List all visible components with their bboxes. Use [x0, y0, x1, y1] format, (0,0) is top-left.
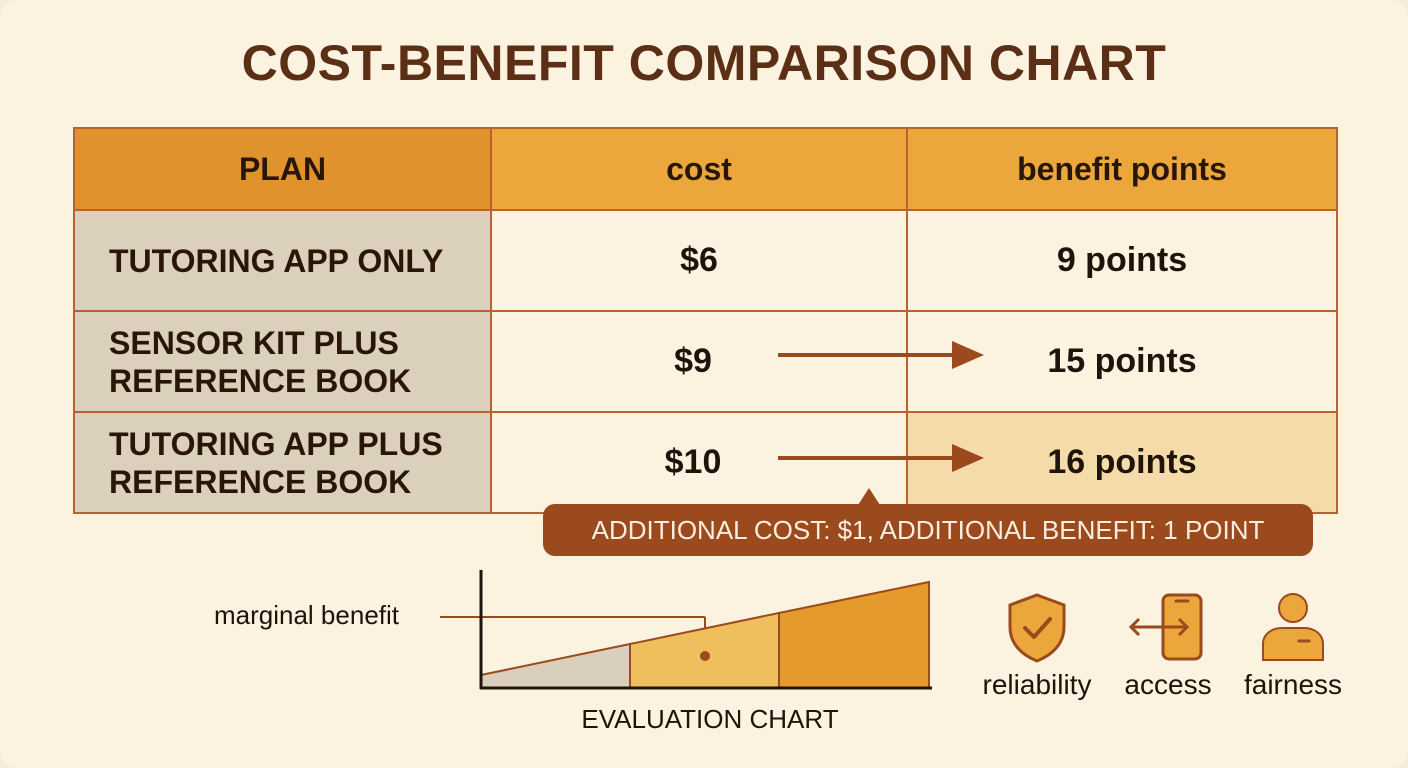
evaluation-chart-title: EVALUATION CHART — [581, 704, 839, 734]
arrow-right-icon — [778, 444, 984, 472]
marginal-callout: ADDITIONAL COST: $1, ADDITIONAL BENEFIT:… — [543, 504, 1313, 556]
icon-label: reliability — [982, 669, 1092, 700]
evaluation-chart — [440, 570, 932, 690]
access-item: access — [1098, 592, 1238, 701]
plan-name-cell: TUTORING APP PLUS REFERENCE BOOK — [73, 411, 492, 514]
plan-name-line: REFERENCE BOOK — [109, 362, 412, 399]
plan-name-line: SENSOR KIT PLUS — [109, 324, 399, 361]
fairness-item: fairness — [1223, 592, 1363, 701]
table-row: SENSOR KIT PLUS REFERENCE BOOK $9 15 poi… — [73, 310, 1338, 413]
chart-segment-high — [778, 580, 930, 689]
icon-label: access — [1124, 669, 1212, 700]
reliability-item: reliability — [967, 592, 1107, 701]
benefit-cell: 9 points — [906, 209, 1338, 312]
plan-name-cell: SENSOR KIT PLUS REFERENCE BOOK — [73, 310, 492, 413]
cost-value: $10 — [664, 443, 722, 481]
plan-name-line: TUTORING APP PLUS — [109, 425, 443, 462]
comparison-table: PLAN cost benefit points TUTORING APP ON… — [73, 127, 1338, 514]
benefit-cell: 15 points — [906, 310, 1338, 413]
plan-name-line: TUTORING APP ONLY — [109, 242, 444, 279]
phone-arrows-icon — [1128, 593, 1203, 661]
shield-check-icon — [1008, 593, 1066, 663]
table-header-row: PLAN cost benefit points — [73, 127, 1338, 211]
chart-segment-low — [480, 642, 631, 689]
cost-cell: $9 — [490, 310, 908, 413]
table-row: TUTORING APP PLUS REFERENCE BOOK $10 16 … — [73, 411, 1338, 514]
cost-cell: $6 — [490, 209, 908, 312]
plan-name-line: REFERENCE BOOK — [109, 463, 412, 500]
icon-label: fairness — [1243, 669, 1343, 700]
page-title: COST-BENEFIT COMPARISON CHART — [241, 35, 1167, 91]
table-row: TUTORING APP ONLY $6 9 points — [73, 209, 1338, 312]
marginal-benefit-label: marginal benefit — [214, 600, 399, 630]
person-icon — [1262, 593, 1324, 661]
column-header-benefit: benefit points — [906, 127, 1338, 211]
marginal-point — [700, 651, 710, 661]
callout-pointer — [858, 488, 880, 505]
arrow-right-icon — [778, 341, 984, 369]
plan-name-cell: TUTORING APP ONLY — [73, 209, 492, 312]
cost-cell: $10 — [490, 411, 908, 514]
column-header-plan: PLAN — [73, 127, 492, 211]
cost-value: $9 — [674, 342, 712, 380]
column-header-cost: cost — [490, 127, 908, 211]
